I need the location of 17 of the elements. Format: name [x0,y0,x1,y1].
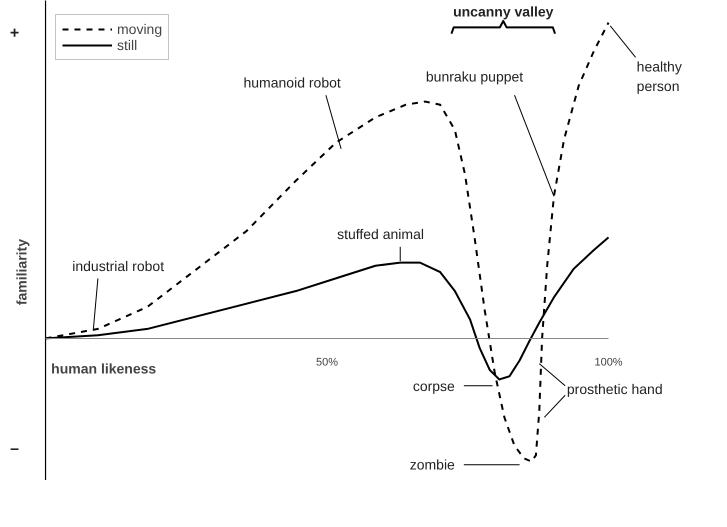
annotation: bunraku puppet [426,68,524,84]
annotation: prosthetic hand [566,380,663,397]
annotation: industrial robot [72,258,164,274]
x-tick-label: 100% [594,356,623,368]
text: + [10,25,20,42]
annotation: zombie [410,456,456,473]
legend-label: still [117,37,138,53]
annotation: stuffed animal [337,226,424,242]
annotation: humanoid robot [243,74,341,91]
legend-label: moving [117,21,162,37]
x-axis-title: human likeness [51,360,156,376]
y-axis-title: familiarity [14,238,30,306]
annotation: corpse [412,378,456,394]
x-tick-label: 50% [316,356,338,368]
text: healthy person [636,58,682,94]
text: uncanny valley [453,4,554,20]
text: – [10,440,20,458]
